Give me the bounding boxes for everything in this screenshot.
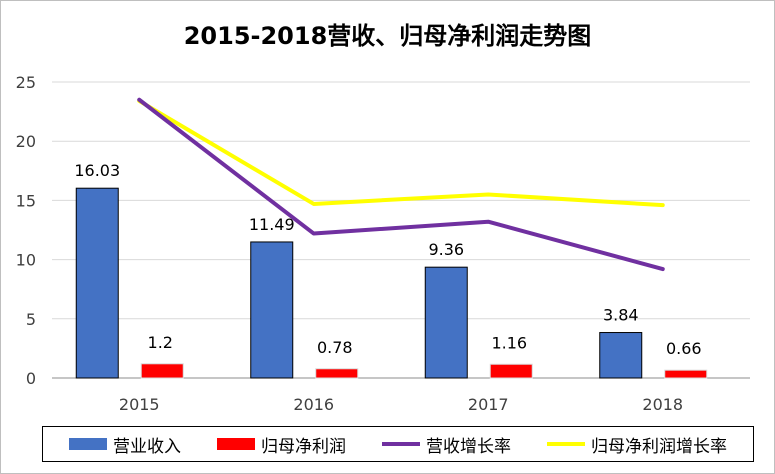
- bar-net-profit: [664, 369, 708, 379]
- y-tick-label: 25: [16, 73, 36, 92]
- data-label-net-profit: 1.16: [491, 333, 527, 352]
- x-tick-label: 2018: [642, 395, 683, 414]
- legend-label-net-profit: 归母净利润: [261, 436, 346, 457]
- legend-label-revenue-growth: 营收增长率: [426, 436, 511, 457]
- bar-net-profit: [315, 368, 359, 379]
- bar-net-profit: [140, 363, 184, 379]
- y-tick-label: 20: [16, 132, 36, 151]
- legend-swatch-net-profit-growth: [547, 442, 585, 446]
- bar-revenue: [75, 187, 119, 379]
- y-tick-label: 15: [16, 191, 36, 210]
- chart-title: 2015-2018营收、归母净利润走势图: [183, 22, 592, 50]
- chart-legend: 营业收入 归母净利润 营收增长率 归母净利润增长率: [42, 426, 754, 462]
- bar-revenue: [250, 241, 294, 379]
- y-tick-label: 10: [16, 251, 36, 270]
- y-tick-label: 0: [26, 369, 36, 388]
- data-label-net-profit: 1.2: [148, 333, 173, 352]
- data-label-revenue: 16.03: [74, 161, 120, 180]
- x-tick-label: 2015: [119, 395, 160, 414]
- data-label-revenue: 9.36: [428, 240, 464, 259]
- data-label-net-profit: 0.78: [317, 338, 353, 357]
- x-tick-label: 2016: [293, 395, 334, 414]
- bar-revenue: [424, 266, 468, 379]
- bar-revenue: [599, 332, 643, 379]
- legend-item-net-profit-growth: 归母净利润增长率: [547, 432, 727, 457]
- legend-item-revenue: 营业收入: [69, 432, 181, 457]
- line-revenue-growth: [137, 97, 665, 272]
- legend-swatch-net-profit: [217, 438, 255, 450]
- legend-label-net-profit-growth: 归母净利润增长率: [591, 436, 727, 457]
- legend-item-revenue-growth: 营收增长率: [382, 432, 511, 457]
- data-label-revenue: 11.49: [249, 215, 295, 234]
- legend-swatch-revenue: [69, 438, 107, 450]
- legend-item-net-profit: 归母净利润: [217, 432, 346, 457]
- x-tick-label: 2017: [468, 395, 509, 414]
- y-tick-label: 5: [26, 310, 36, 329]
- line-net-profit-growth: [137, 98, 665, 208]
- legend-swatch-revenue-growth: [382, 442, 420, 446]
- data-label-revenue: 3.84: [603, 306, 639, 325]
- bar-net-profit: [489, 363, 533, 379]
- legend-label-revenue: 营业收入: [113, 436, 181, 457]
- data-label-net-profit: 0.66: [666, 339, 702, 358]
